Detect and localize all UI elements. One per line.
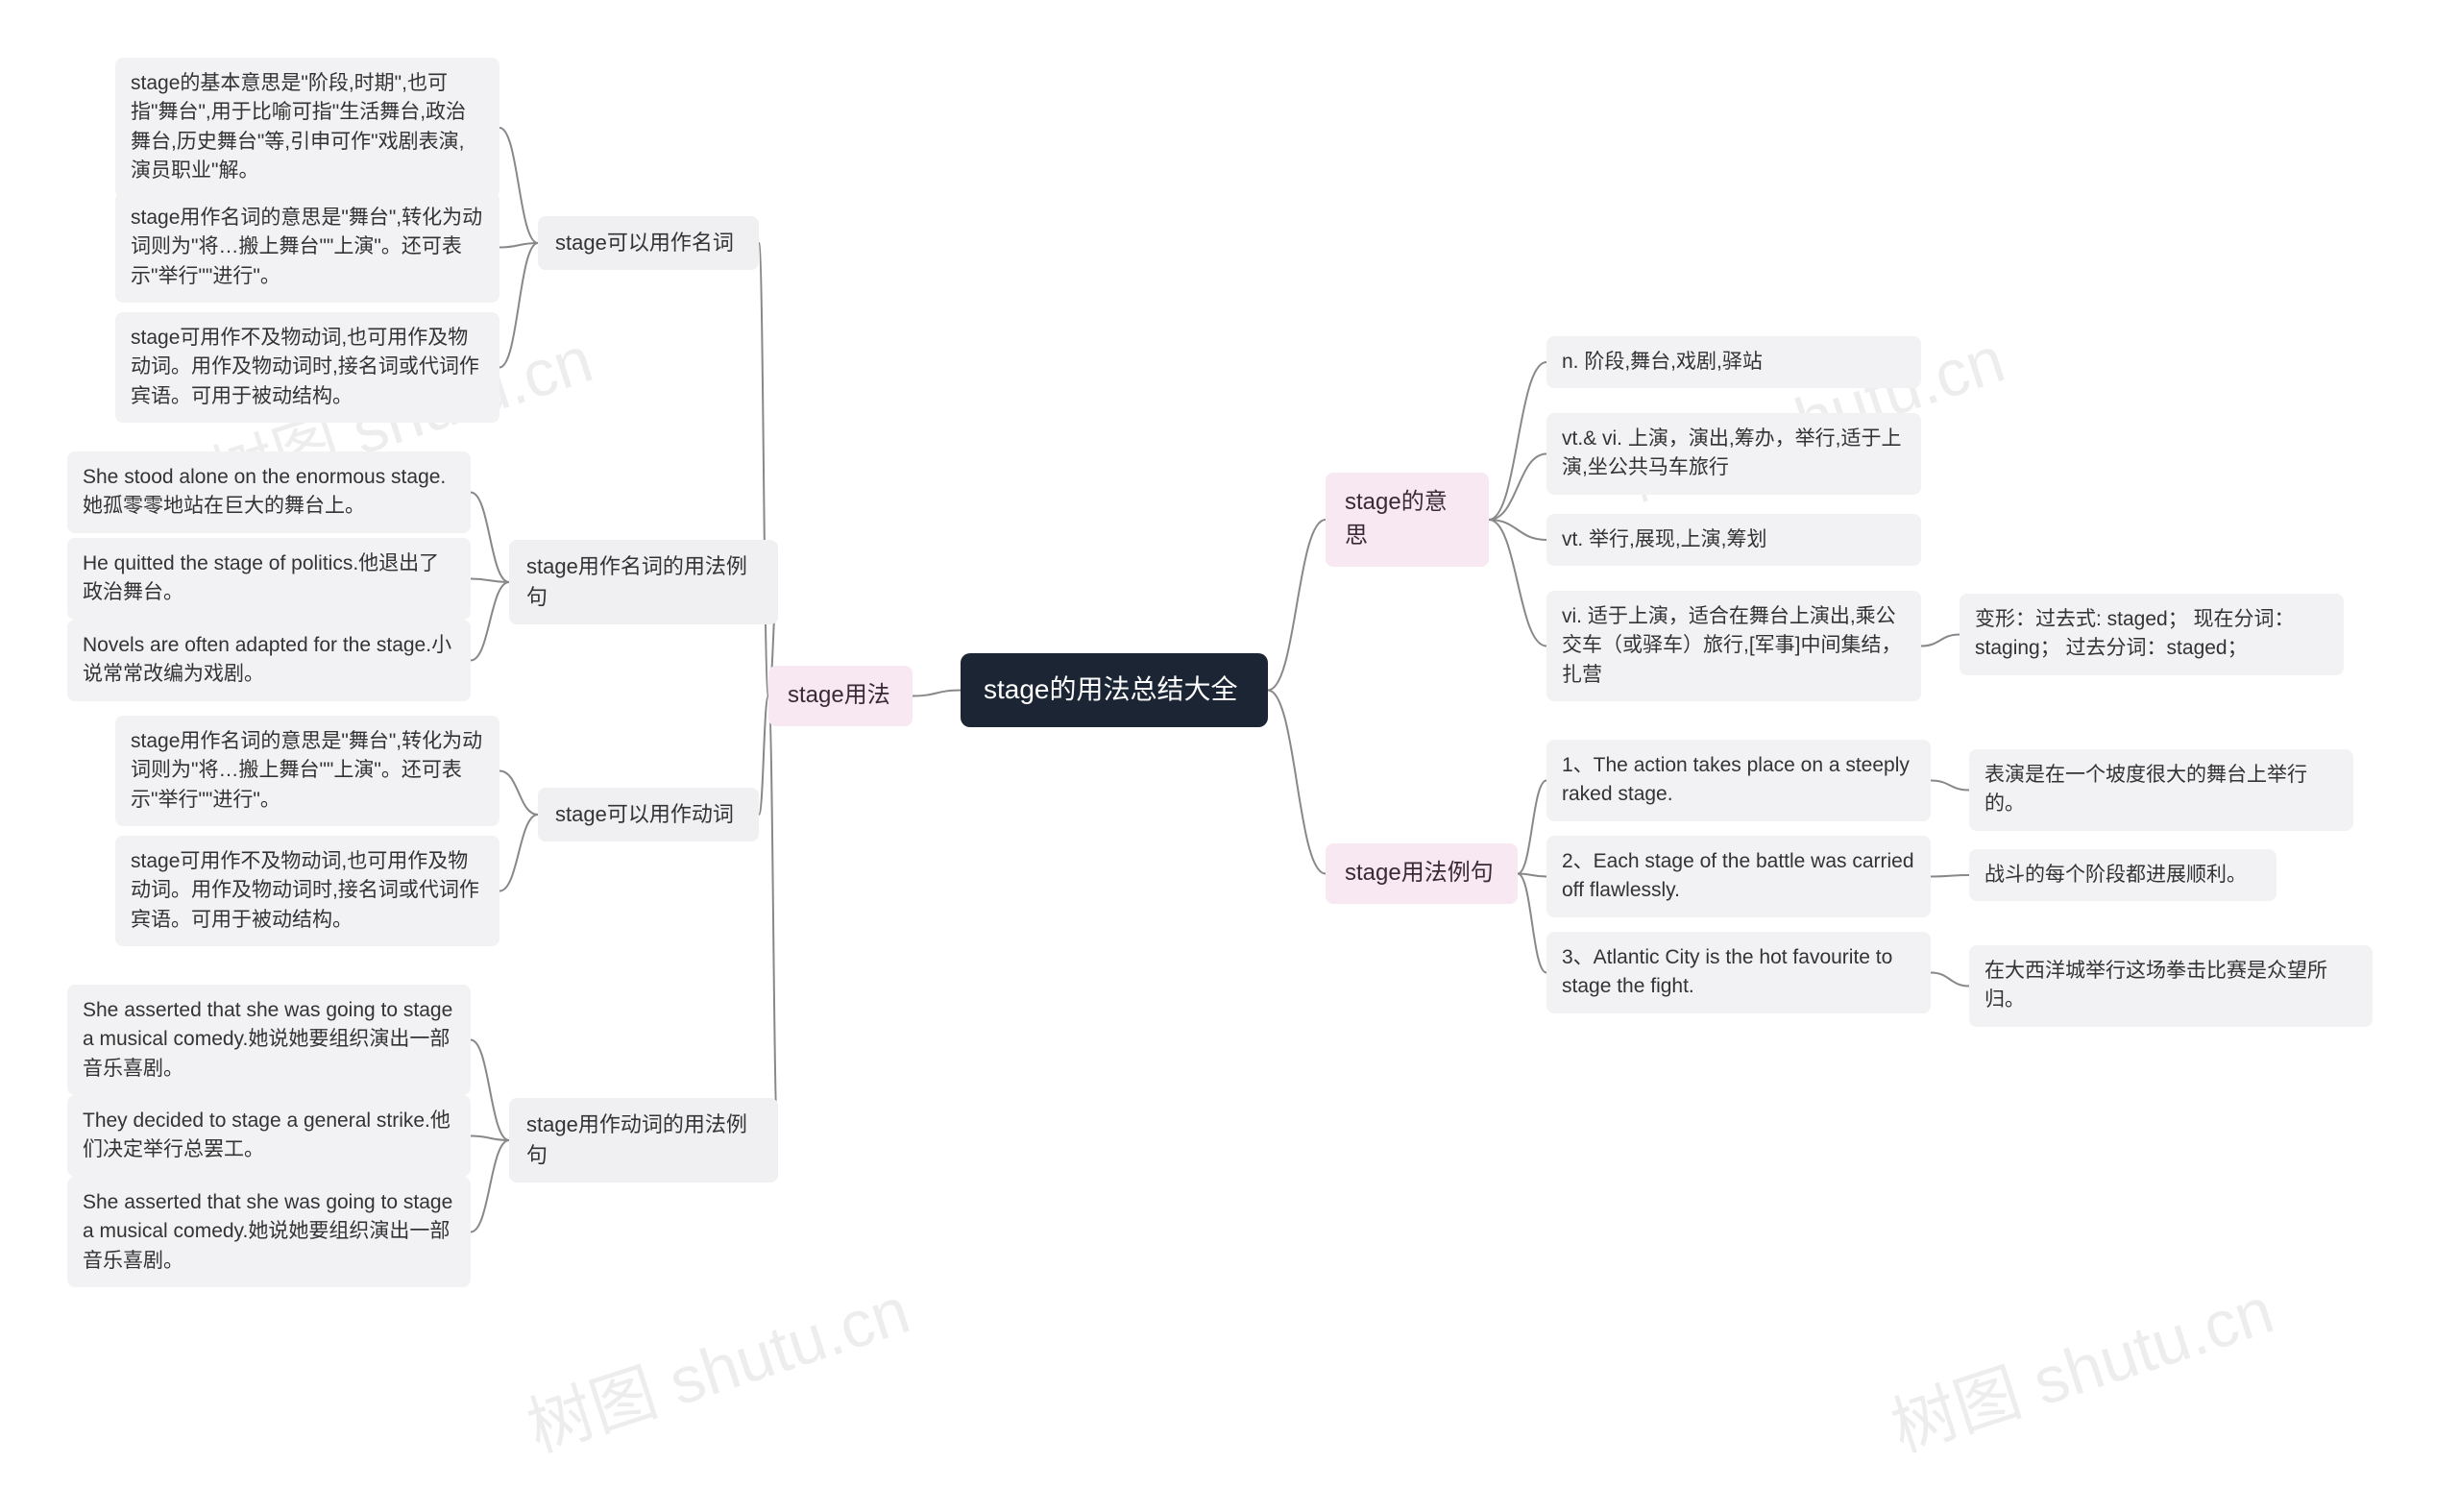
leaf-example-en[interactable]: 2、Each stage of the battle was carried o… — [1546, 836, 1931, 917]
leaf-verb-desc[interactable]: stage可用作不及物动词,也可用作及物动词。用作及物动词时,接名词或代词作宾语… — [115, 836, 499, 946]
leaf-noun-desc[interactable]: stage可用作不及物动词,也可用作及物动词。用作及物动词时,接名词或代词作宾语… — [115, 312, 499, 423]
leaf-example-en[interactable]: 1、The action takes place on a steeply ra… — [1546, 740, 1931, 821]
leaf-verb-desc[interactable]: stage用作名词的意思是"舞台",转化为动词则为"将…搬上舞台""上演"。还可… — [115, 716, 499, 826]
leaf-meaning[interactable]: vt. 举行,展现,上演,筹划 — [1546, 514, 1921, 566]
branch-usage[interactable]: stage用法 — [768, 666, 913, 726]
leaf-verb-example[interactable]: She asserted that she was going to stage… — [67, 985, 471, 1095]
branch-meaning[interactable]: stage的意思 — [1326, 473, 1489, 567]
leaf-noun-desc[interactable]: stage用作名词的意思是"舞台",转化为动词则为"将…搬上舞台""上演"。还可… — [115, 192, 499, 303]
sub-noun[interactable]: stage可以用作名词 — [538, 216, 759, 270]
leaf-example-zh[interactable]: 表演是在一个坡度很大的舞台上举行的。 — [1969, 749, 2353, 831]
leaf-noun-example[interactable]: He quitted the stage of politics.他退出了政治舞… — [67, 538, 471, 620]
watermark: 树图 shutu.cn — [514, 1257, 919, 1470]
leaf-meaning-note[interactable]: 变形：过去式: staged； 现在分词：staging； 过去分词：stage… — [1960, 594, 2344, 675]
sub-verb-examples[interactable]: stage用作动词的用法例句 — [509, 1098, 778, 1183]
leaf-example-zh[interactable]: 战斗的每个阶段都进展顺利。 — [1969, 849, 2276, 901]
leaf-example-en[interactable]: 3、Atlantic City is the hot favourite to … — [1546, 932, 1931, 1013]
leaf-verb-example[interactable]: They decided to stage a general strike.他… — [67, 1095, 471, 1177]
leaf-meaning[interactable]: vi. 适于上演，适合在舞台上演出,乘公交车（或驿车）旅行,[军事]中间集结，扎… — [1546, 591, 1921, 701]
leaf-meaning[interactable]: n. 阶段,舞台,戏剧,驿站 — [1546, 336, 1921, 388]
root-node[interactable]: stage的用法总结大全 — [961, 653, 1268, 727]
leaf-meaning[interactable]: vt.& vi. 上演，演出,筹办，举行,适于上演,坐公共马车旅行 — [1546, 413, 1921, 495]
branch-examples[interactable]: stage用法例句 — [1326, 843, 1518, 904]
sub-verb[interactable]: stage可以用作动词 — [538, 788, 759, 841]
mindmap-canvas: 树图 shutu.cn 树图 shutu.cn 树图 shutu.cn 树图 s… — [0, 0, 2459, 1512]
leaf-example-zh[interactable]: 在大西洋城举行这场拳击比赛是众望所归。 — [1969, 945, 2373, 1027]
leaf-noun-example[interactable]: She stood alone on the enormous stage.她孤… — [67, 451, 471, 533]
sub-noun-examples[interactable]: stage用作名词的用法例句 — [509, 540, 778, 624]
leaf-noun-desc[interactable]: stage的基本意思是"阶段,时期",也可指"舞台",用于比喻可指"生活舞台,政… — [115, 58, 499, 198]
leaf-noun-example[interactable]: Novels are often adapted for the stage.小… — [67, 620, 471, 701]
leaf-verb-example[interactable]: She asserted that she was going to stage… — [67, 1177, 471, 1287]
watermark: 树图 shutu.cn — [1878, 1257, 2283, 1470]
